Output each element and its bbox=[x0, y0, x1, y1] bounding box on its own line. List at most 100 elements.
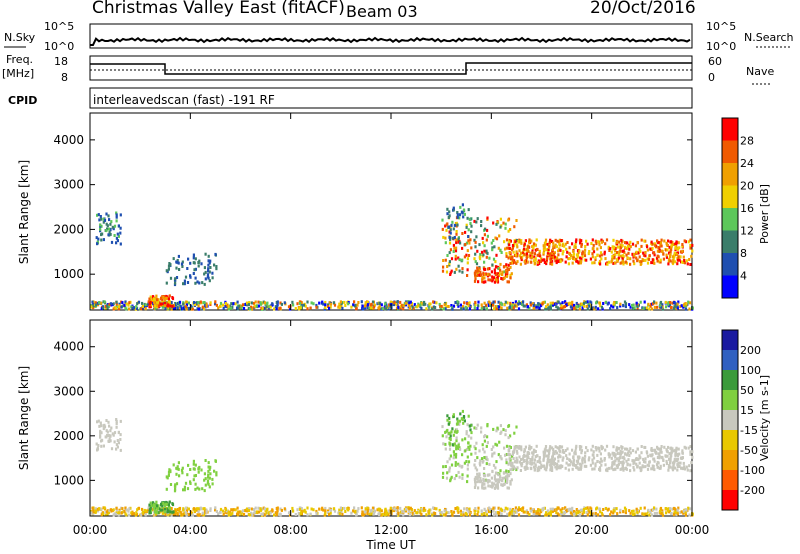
scatter-cell bbox=[681, 456, 684, 460]
scatter-cell bbox=[459, 303, 462, 307]
scatter-cell bbox=[669, 459, 672, 463]
scatter-cell bbox=[207, 482, 210, 486]
scatter-cell bbox=[636, 241, 639, 245]
scatter-cell bbox=[566, 241, 569, 244]
scatter-cell bbox=[495, 513, 498, 517]
scatter-cell bbox=[104, 511, 107, 515]
scatter-cell bbox=[577, 261, 580, 265]
scatter-cell bbox=[240, 512, 243, 516]
scatter-cell bbox=[613, 507, 616, 511]
scatter-cell bbox=[516, 254, 519, 258]
scatter-cell bbox=[486, 251, 489, 255]
scatter-cell bbox=[507, 424, 510, 428]
scatter-cell bbox=[506, 480, 509, 483]
scatter-cell bbox=[207, 269, 210, 273]
scatter-cell bbox=[397, 511, 400, 515]
scatter-cell bbox=[477, 280, 480, 284]
scatter-cell bbox=[470, 246, 473, 250]
scatter-cell bbox=[575, 459, 578, 463]
scatter-cell bbox=[115, 241, 118, 245]
scatter-cell bbox=[596, 460, 599, 463]
scatter-cell bbox=[575, 301, 578, 305]
scatter-cell bbox=[636, 259, 639, 263]
scatter-cell bbox=[117, 234, 120, 238]
scatter-cell bbox=[466, 423, 469, 427]
scatter-cell bbox=[105, 510, 109, 514]
scatter-cell bbox=[632, 303, 635, 307]
scatter-cell bbox=[547, 306, 550, 310]
scatter-cell bbox=[467, 434, 470, 438]
scatter-cell bbox=[483, 511, 486, 515]
scatter-cell bbox=[263, 301, 266, 305]
scatter-cell bbox=[459, 412, 462, 416]
scatter-cell bbox=[540, 510, 543, 514]
scatter-cell bbox=[670, 451, 673, 455]
scatter-cell bbox=[94, 507, 97, 511]
scatter-cell bbox=[450, 223, 453, 227]
scatter-cell bbox=[109, 227, 112, 231]
scatter-cell bbox=[583, 304, 586, 308]
scatter-cell bbox=[499, 507, 502, 511]
scatter-cell bbox=[526, 249, 529, 253]
scatter-cell bbox=[449, 454, 452, 458]
scatter-cell bbox=[107, 439, 110, 443]
scatter-cell bbox=[533, 252, 536, 256]
scatter-cell bbox=[478, 243, 481, 247]
scatter-cell bbox=[428, 508, 431, 512]
scatter-cell bbox=[111, 432, 114, 436]
scatter-cell bbox=[105, 419, 108, 422]
scatter-cell bbox=[528, 307, 531, 310]
scatter-cell bbox=[571, 448, 574, 452]
scatter-cell bbox=[107, 511, 110, 514]
scatter-cell bbox=[549, 513, 552, 517]
scatter-cell bbox=[457, 304, 460, 308]
scatter-cell bbox=[679, 305, 682, 308]
scatter-cell bbox=[247, 509, 250, 513]
scatter-cell bbox=[691, 450, 694, 454]
scatter-cell bbox=[155, 510, 158, 514]
scatter-cell bbox=[182, 302, 185, 306]
scatter-cell bbox=[483, 439, 486, 443]
scatter-cell bbox=[207, 461, 210, 465]
scatter-cell bbox=[321, 300, 324, 304]
scatter-cell bbox=[180, 262, 184, 266]
scatter-cell bbox=[119, 448, 122, 452]
scatter-cell bbox=[567, 257, 570, 261]
scatter-cell bbox=[627, 458, 630, 462]
scatter-cell bbox=[462, 415, 466, 418]
scatter-cell bbox=[571, 462, 574, 466]
scatter-cell bbox=[411, 305, 414, 309]
scatter-cell bbox=[366, 300, 369, 304]
scatter-cell bbox=[653, 251, 656, 255]
scatter-cell bbox=[615, 464, 618, 468]
scatter-cell bbox=[548, 241, 551, 245]
scatter-cell bbox=[109, 434, 112, 438]
scatter-cell bbox=[519, 256, 523, 260]
scatter-cell bbox=[453, 223, 456, 227]
scatter-cell bbox=[469, 238, 472, 242]
scatter-cell bbox=[520, 464, 523, 468]
scatter-cell bbox=[419, 511, 422, 515]
scatter-cell bbox=[167, 267, 170, 271]
scatter-cell bbox=[448, 457, 451, 461]
scatter-cell bbox=[493, 513, 496, 517]
scatter-cell bbox=[265, 305, 268, 309]
scatter-cell bbox=[547, 512, 550, 516]
scatter-cell bbox=[560, 512, 563, 515]
scatter-cell bbox=[209, 509, 212, 512]
scatter-cell bbox=[392, 509, 396, 513]
x-tick-label: 08:00 bbox=[273, 523, 308, 537]
scatter-cell bbox=[178, 303, 181, 307]
scatter-cell bbox=[616, 466, 619, 470]
scatter-cell bbox=[366, 306, 369, 309]
scatter-cell bbox=[455, 246, 458, 250]
scatter-cell bbox=[92, 303, 96, 307]
scatter-cell bbox=[157, 305, 160, 309]
scatter-cell bbox=[117, 511, 120, 515]
scatter-cell bbox=[661, 513, 665, 517]
scatter-cell bbox=[107, 214, 110, 218]
scatter-cell bbox=[455, 439, 458, 443]
scatter-cell bbox=[653, 242, 656, 246]
scatter-cell bbox=[204, 459, 207, 462]
scatter-cell bbox=[681, 249, 684, 253]
